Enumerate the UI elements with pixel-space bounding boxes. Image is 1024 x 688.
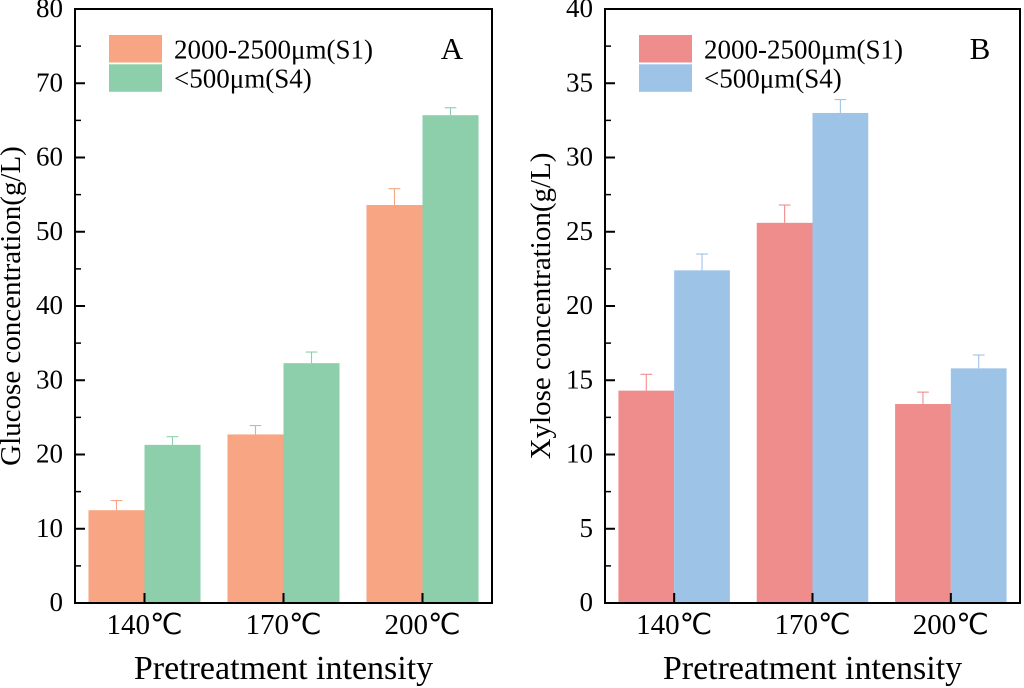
svg-text:0: 0 (50, 587, 64, 617)
svg-text:B: B (970, 31, 991, 66)
svg-text:Glucose concentration(g/L): Glucose concentration(g/L) (0, 146, 27, 466)
svg-text:25: 25 (566, 216, 593, 246)
svg-text:40: 40 (566, 0, 593, 23)
svg-text:<500μm(S4): <500μm(S4) (704, 64, 842, 94)
svg-text:200℃: 200℃ (384, 609, 460, 641)
svg-text:0: 0 (580, 587, 594, 617)
svg-text:140℃: 140℃ (636, 609, 712, 641)
svg-text:20: 20 (36, 439, 63, 469)
svg-text:Pretreatment intensity: Pretreatment intensity (663, 650, 962, 687)
svg-text:60: 60 (36, 142, 63, 172)
svg-text:A: A (441, 31, 464, 66)
svg-text:50: 50 (36, 216, 63, 246)
svg-text:170℃: 170℃ (245, 609, 321, 641)
svg-text:5: 5 (580, 513, 594, 543)
svg-text:30: 30 (36, 364, 63, 394)
svg-text:15: 15 (566, 364, 593, 394)
svg-text:<500μm(S4): <500μm(S4) (174, 64, 312, 94)
svg-text:80: 80 (36, 0, 63, 23)
svg-text:170℃: 170℃ (774, 609, 850, 641)
svg-text:2000-2500μm(S1): 2000-2500μm(S1) (174, 34, 373, 64)
svg-text:10: 10 (566, 439, 593, 469)
svg-text:20: 20 (566, 290, 593, 320)
svg-text:140℃: 140℃ (106, 609, 182, 641)
svg-text:Xylose concentration(g/L): Xylose concentration(g/L) (525, 153, 557, 460)
svg-text:30: 30 (566, 142, 593, 172)
svg-text:2000-2500μm(S1): 2000-2500μm(S1) (704, 34, 903, 64)
svg-text:70: 70 (36, 67, 63, 97)
svg-text:Pretreatment intensity: Pretreatment intensity (134, 650, 433, 687)
svg-text:10: 10 (36, 513, 63, 543)
svg-text:35: 35 (566, 67, 593, 97)
svg-text:200℃: 200℃ (913, 609, 989, 641)
svg-text:40: 40 (36, 290, 63, 320)
